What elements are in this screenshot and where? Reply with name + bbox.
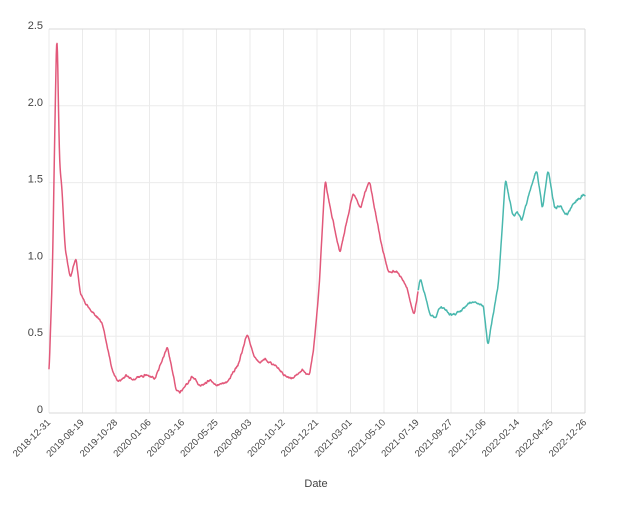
svg-text:1.0: 1.0 bbox=[28, 250, 43, 262]
svg-text:0.5: 0.5 bbox=[28, 327, 43, 339]
svg-text:2.0: 2.0 bbox=[28, 97, 43, 109]
svg-text:2.5: 2.5 bbox=[28, 20, 43, 32]
svg-text:1.5: 1.5 bbox=[28, 174, 43, 186]
svg-text:0: 0 bbox=[37, 404, 43, 416]
